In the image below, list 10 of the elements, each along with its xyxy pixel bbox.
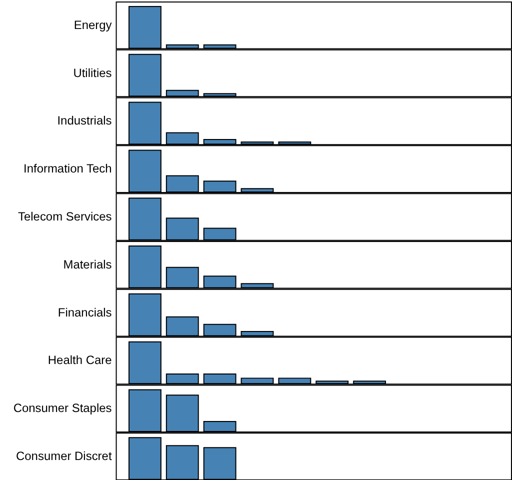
text: Consumer Staples <box>13 401 112 416</box>
text: Consumer Discret <box>16 449 112 464</box>
text: Materials <box>63 257 112 272</box>
text: Telecom Services <box>18 209 112 224</box>
text: Energy <box>74 18 112 32</box>
text: Financials <box>58 305 112 320</box>
text: Health Care <box>48 353 112 368</box>
text: Utilities <box>73 66 112 80</box>
text: Information Tech <box>24 162 112 176</box>
text: Industrials <box>57 114 112 128</box>
